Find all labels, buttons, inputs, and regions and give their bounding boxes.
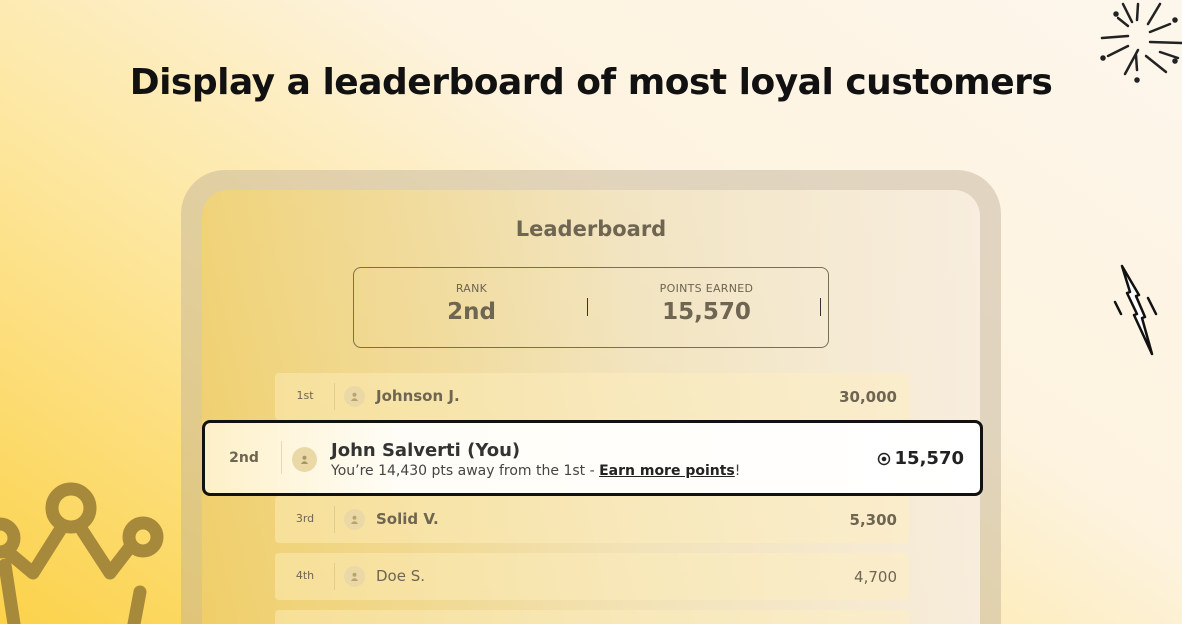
divider [334, 383, 335, 410]
divider [281, 441, 282, 474]
avatar [344, 509, 365, 530]
rank-summary: RANK 2nd [354, 282, 589, 325]
avatar [292, 447, 317, 472]
tablet-screen [202, 190, 980, 624]
row-points: 15,570 [894, 448, 964, 469]
row-rank: 4th [295, 569, 315, 582]
row-points: 30,000 [839, 388, 897, 406]
crown-icon [0, 482, 164, 624]
user-icon [350, 392, 359, 401]
user-icon [350, 515, 359, 524]
user-icon [350, 572, 359, 581]
lightning-bolt-icon [1113, 264, 1158, 356]
divider [334, 506, 335, 533]
current-user-row[interactable]: 2nd John Salverti (You) You’re 14,430 pt… [202, 420, 983, 496]
leaderboard-row[interactable]: 1st Johnson J. 30,000 [275, 373, 909, 420]
target-coin-icon [877, 452, 890, 465]
row-points-wrap: 15,570 [877, 448, 964, 469]
leaderboard-row [275, 610, 909, 624]
link-suffix: ! [734, 463, 741, 479]
rank-value: 2nd [447, 299, 496, 325]
row-points: 4,700 [854, 568, 897, 586]
points-value: 15,570 [662, 299, 751, 325]
points-summary: POINTS EARNED 15,570 [589, 282, 824, 325]
row-points: 5,300 [849, 511, 897, 529]
leaderboard-title: Leaderboard [515, 217, 667, 241]
avatar [344, 566, 365, 587]
row-name: John Salverti (You) [331, 440, 521, 461]
user-icon [300, 455, 309, 464]
avatar [344, 386, 365, 407]
rank-summary-card: RANK 2nd POINTS EARNED 15,570 [353, 267, 829, 348]
leaderboard-row[interactable]: 3rd Solid V. 5,300 [275, 496, 909, 543]
earn-more-points-link[interactable]: Earn more points [599, 463, 735, 479]
row-rank: 2nd [229, 450, 259, 466]
row-name: Johnson J. [376, 387, 460, 405]
divider [820, 298, 821, 316]
divider [334, 563, 335, 590]
row-name: Solid V. [376, 510, 439, 528]
page-headline: Display a leaderboard of most loyal cust… [129, 62, 1053, 103]
points-gap-message: You’re 14,430 pts away from the 1st - Ea… [331, 463, 740, 479]
row-rank: 1st [296, 389, 314, 402]
leaderboard-row[interactable]: 4th Doe S. 4,700 [275, 553, 909, 600]
row-name: Doe S. [376, 567, 426, 585]
rank-label: RANK [455, 282, 488, 295]
sparkle-burst-icon [1100, 2, 1182, 83]
row-rank: 3rd [295, 512, 315, 525]
gap-text: You’re 14,430 pts away from the 1st - [331, 463, 600, 479]
divider [587, 298, 588, 316]
points-label: POINTS EARNED [659, 282, 754, 295]
